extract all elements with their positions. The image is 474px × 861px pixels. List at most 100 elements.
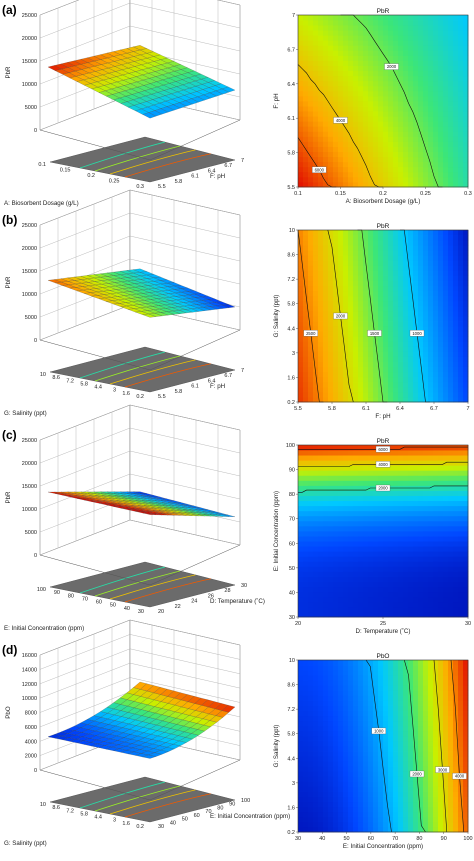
contour-cell: [368, 101, 374, 107]
contour-cell: [443, 285, 449, 292]
contour-cell: [298, 796, 304, 803]
contour-cell: [358, 531, 364, 537]
contour-cell: [368, 591, 374, 598]
contour-cell: [433, 116, 439, 122]
contour-cell: [453, 111, 459, 117]
contour-cell: [313, 806, 319, 813]
contour-cell: [388, 75, 394, 82]
contour-cell: [338, 151, 344, 158]
contour-cell: [453, 60, 459, 66]
contour-cell: [358, 60, 364, 66]
contour-cell: [458, 536, 464, 542]
contour-cell: [358, 391, 364, 398]
contour-cell: [338, 786, 344, 792]
contour-cell: [358, 356, 364, 362]
contour-cell: [443, 561, 449, 567]
contour-cell: [463, 455, 469, 461]
contour-cell: [308, 806, 314, 813]
contour-cell: [418, 50, 424, 56]
contour-cell: [313, 445, 319, 451]
contour-cell: [433, 566, 439, 572]
contour-cell: [403, 346, 409, 352]
contour-cell: [308, 250, 314, 256]
contour-cell: [418, 295, 424, 302]
contour-cell: [358, 285, 364, 292]
contour-cell: [418, 106, 424, 112]
contour-cell: [398, 576, 404, 582]
contour-cell: [418, 240, 424, 246]
contour-cell: [413, 450, 419, 456]
x-tick-label: 3: [113, 388, 116, 394]
contour-cell: [408, 70, 414, 77]
contour-cell: [368, 336, 374, 342]
contour-cell: [333, 485, 339, 491]
contour-cell: [458, 551, 464, 557]
contour-cell: [433, 391, 439, 398]
contour-cell: [418, 500, 424, 507]
y-tick-label: 7.2: [287, 277, 295, 283]
contour-cell: [428, 20, 434, 26]
contour-cell: [433, 381, 439, 388]
contour-cell: [433, 500, 439, 507]
contour-cell: [348, 515, 354, 522]
contour-cell: [333, 465, 339, 471]
contour-cell: [348, 791, 354, 797]
contour-cell: [318, 95, 324, 102]
contour-cell: [418, 445, 424, 451]
contour-cell: [388, 15, 394, 21]
contour-cell: [343, 290, 349, 297]
contour-cell: [463, 305, 469, 312]
contour-cell: [358, 95, 364, 102]
contour-cell: [308, 321, 314, 327]
contour-cell: [358, 351, 364, 357]
contour-cell: [313, 816, 319, 823]
contour-cell: [313, 275, 319, 281]
contour-cell: [448, 280, 454, 287]
contour-cell: [458, 111, 464, 117]
contour-cell: [313, 670, 319, 676]
contour-cell: [338, 700, 344, 706]
contour-cell: [333, 151, 339, 158]
contour-cell: [463, 576, 469, 582]
contour-cell: [388, 351, 394, 357]
contour-cell: [348, 230, 354, 236]
contour-cell: [413, 455, 419, 461]
contour-cell: [378, 35, 384, 41]
contour-cell: [393, 171, 399, 178]
contour-cell: [463, 230, 469, 236]
contour-cell: [413, 591, 419, 598]
contour-cell: [373, 295, 379, 302]
contour-cell: [408, 75, 414, 82]
x-tick-label: 7.2: [66, 378, 74, 384]
contour-cell: [443, 166, 449, 173]
contour-cell: [368, 596, 374, 603]
contour-cell: [413, 55, 419, 61]
contour-cell: [323, 591, 329, 598]
contour-cell: [298, 260, 304, 266]
contour-cell: [398, 475, 404, 481]
contour-cell: [328, 576, 334, 582]
contour-cell: [448, 310, 454, 317]
contour-cell: [413, 571, 419, 577]
y-tick-label: 80: [217, 805, 223, 811]
contour-cell: [333, 305, 339, 312]
contour-cell: [323, 826, 329, 833]
contour-cell: [418, 606, 424, 613]
contour-cell: [348, 20, 354, 26]
contour-cell: [458, 70, 464, 77]
contour-cell: [313, 821, 319, 828]
contour-cell: [308, 90, 314, 97]
contour-cell: [453, 270, 459, 276]
contour-cell: [313, 141, 319, 147]
contour-cell: [443, 290, 449, 297]
contour-cell: [383, 566, 389, 572]
contour-cell: [368, 366, 374, 373]
contour-cell: [458, 35, 464, 41]
contour-cell: [418, 121, 424, 127]
x-axis-label: D: Temperature (˚C): [356, 628, 411, 635]
contour-cell: [343, 776, 349, 782]
contour-cell: [318, 551, 324, 557]
contour-cell: [453, 181, 459, 188]
contour-cell: [343, 746, 349, 752]
contour-cell: [328, 121, 334, 127]
